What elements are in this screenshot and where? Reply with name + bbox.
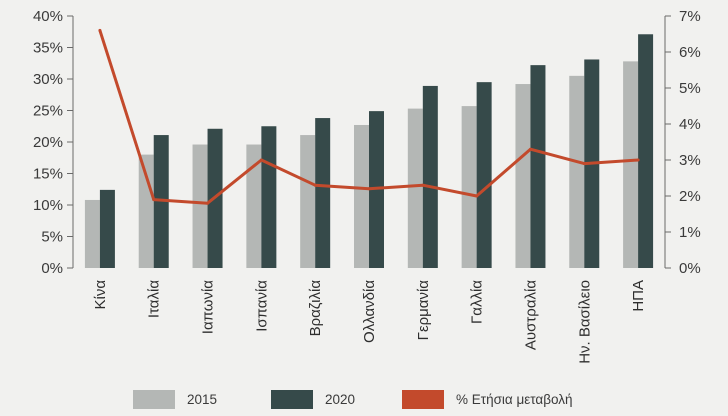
line-point: [636, 158, 640, 162]
line-point: [152, 198, 156, 202]
legend-swatch: [271, 390, 313, 409]
left-tick-label: 0%: [41, 260, 63, 277]
category-label: Ισπανία: [253, 280, 270, 332]
bar-2020: [99, 189, 115, 268]
bar-2015: [300, 135, 316, 268]
category-label: Ιταλία: [146, 280, 163, 318]
right-tick-label: 1%: [679, 224, 701, 241]
line-point: [259, 158, 263, 162]
category-label: ΗΠΑ: [630, 280, 647, 312]
bar-2015: [192, 144, 208, 268]
bar-2015: [246, 144, 262, 268]
bar-2015: [354, 124, 369, 269]
left-tick-label: 40%: [33, 8, 63, 25]
legend-label: 2015: [187, 392, 217, 407]
left-tick-label: 20%: [33, 134, 63, 151]
line-point: [528, 147, 532, 151]
bar-2015: [84, 199, 100, 268]
left-tick-label: 10%: [33, 197, 63, 214]
bar-2015: [515, 84, 531, 268]
line-point: [475, 194, 479, 198]
line-point: [367, 187, 371, 191]
line-point: [421, 183, 425, 187]
line-point: [98, 28, 102, 32]
line-point: [582, 162, 586, 166]
left-tick-label: 25%: [33, 103, 63, 120]
bar-2020: [315, 118, 331, 268]
right-tick-label: 5%: [679, 80, 701, 97]
category-label: Γαλλία: [469, 280, 486, 324]
bar-2020: [638, 34, 654, 268]
bar-2015: [407, 108, 423, 268]
category-label: Κίνα: [92, 280, 109, 310]
right-tick-label: 2%: [679, 188, 701, 205]
category-label: Ιαπωνία: [200, 280, 217, 335]
bar-2020: [261, 126, 277, 268]
right-tick-label: 6%: [679, 44, 701, 61]
category-label: Βραζιλία: [307, 280, 324, 337]
bar-2015: [461, 106, 477, 268]
legend-swatch: [133, 390, 175, 409]
left-tick-label: 5%: [41, 229, 63, 246]
right-tick-label: 4%: [679, 116, 701, 133]
legend-label: 2020: [325, 392, 355, 407]
category-labels: Κίνα Ιταλία Ιαπωνία Ισπανία Βραζιλία Ολλανδία…: [92, 280, 647, 364]
right-tick-label: 3%: [679, 152, 701, 169]
legend-swatch: [402, 390, 444, 409]
right-tick-label: 0%: [679, 260, 701, 277]
left-tick-label: 15%: [33, 166, 63, 183]
bar-2020: [530, 65, 546, 268]
category-label: Ολλανδία: [361, 280, 378, 343]
category-label: Αυστραλία: [522, 280, 539, 350]
left-tick-label: 30%: [33, 71, 63, 88]
line-series: [98, 28, 640, 205]
category-label: Γερμανία: [415, 280, 432, 341]
category-label: Ην. Βασίλειο: [576, 280, 593, 364]
right-tick-label: 7%: [679, 8, 701, 25]
legend: 2015 2020 % Ετήσια μεταβολή: [133, 390, 573, 409]
bar-series: [84, 34, 654, 269]
right-y-axis: 0% 1% 2% 3% 4% 5% 6% 7%: [664, 8, 701, 277]
bar-2015: [569, 75, 585, 268]
line-point: [313, 183, 317, 187]
left-tick-label: 35%: [33, 40, 63, 57]
line-point: [206, 201, 210, 205]
bar-2015: [623, 61, 639, 268]
bar-2020: [476, 82, 492, 269]
legend-label: % Ετήσια μεταβολή: [456, 392, 573, 407]
bar-2020: [422, 85, 438, 269]
left-y-axis: 0% 5% 10% 15% 20% 25% 30% 35% 40%: [33, 8, 74, 277]
